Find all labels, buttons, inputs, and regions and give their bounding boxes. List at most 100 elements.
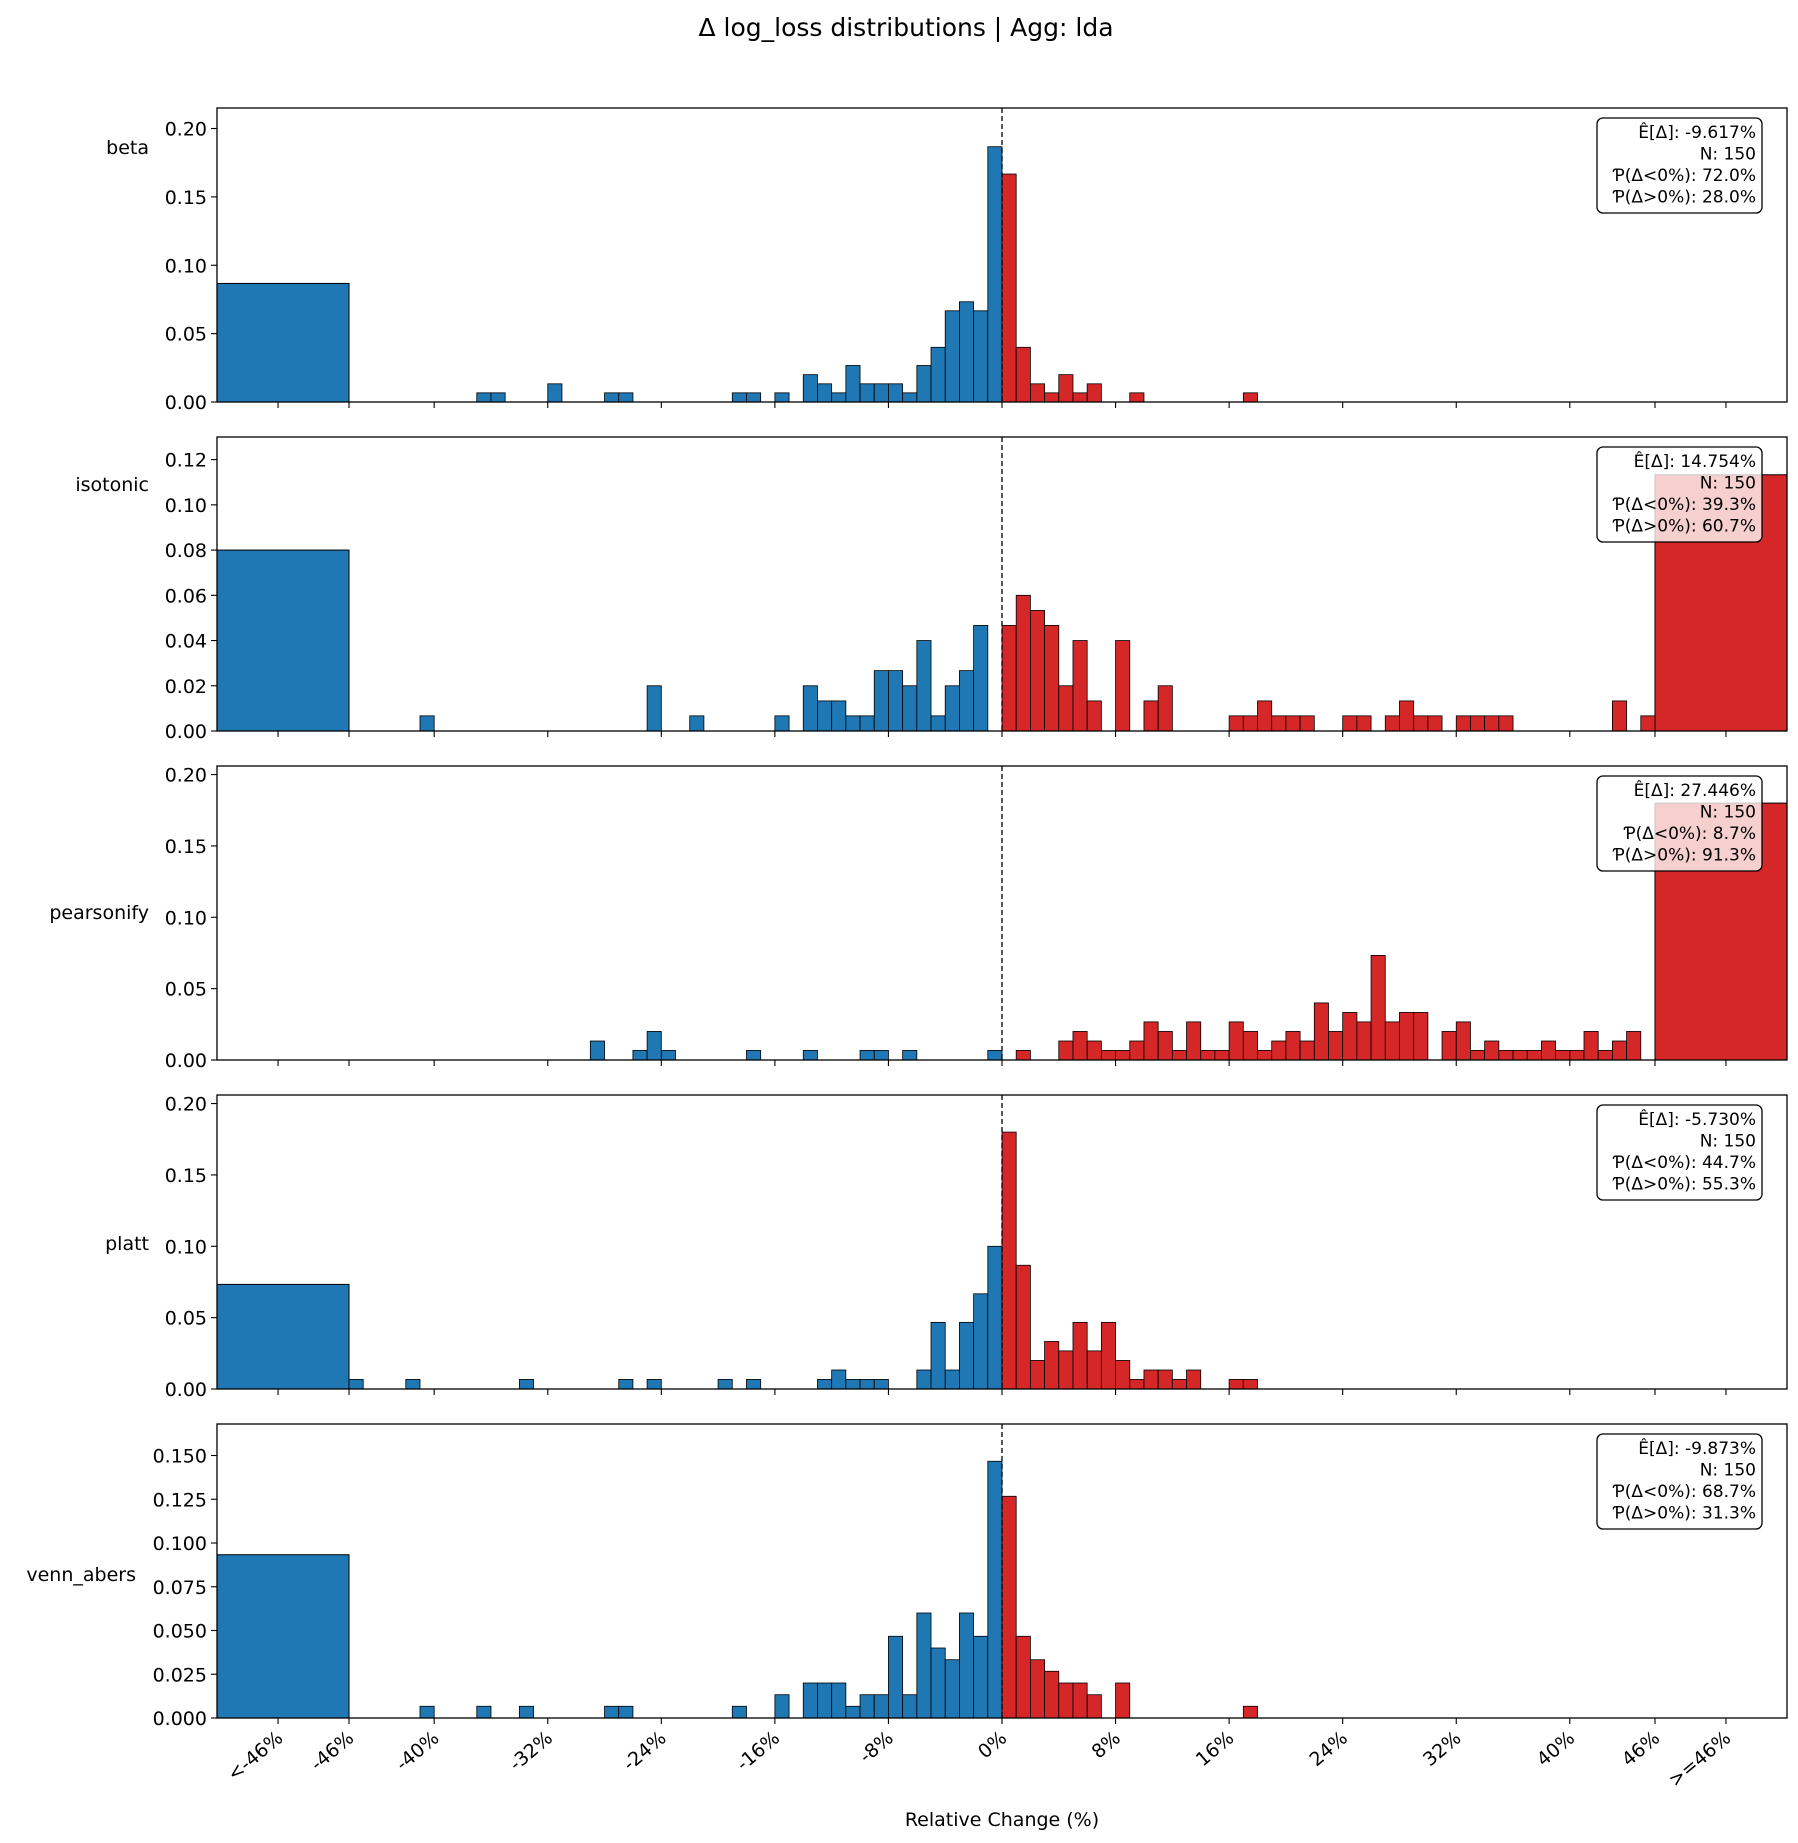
histogram-bar — [1342, 1012, 1358, 1061]
histogram-bar — [1143, 1021, 1159, 1061]
histogram-bar — [1086, 700, 1102, 732]
histogram-bar — [774, 715, 790, 732]
panel-label-isotonic: isotonic — [75, 474, 149, 496]
histogram-bar — [1029, 1659, 1045, 1719]
histogram-bar — [746, 392, 762, 403]
histogram-bar — [1242, 1705, 1258, 1719]
underflow-bar — [216, 282, 350, 403]
y-tick-label: 0.02 — [165, 676, 207, 698]
histogram-bar — [959, 301, 975, 403]
histogram-bar — [1072, 392, 1088, 403]
y-tick-label: 0.125 — [153, 1489, 207, 1511]
histogram-bar — [774, 392, 790, 403]
underflow-bar — [216, 1283, 350, 1390]
histogram-bar — [873, 670, 889, 732]
histogram-bar — [1143, 1369, 1159, 1390]
histogram-bar — [1058, 1040, 1074, 1061]
y-tick-label: 0.15 — [165, 836, 207, 858]
y-tick-label: 0.00 — [165, 1050, 207, 1072]
histogram-bar — [1640, 715, 1656, 732]
histogram-bar — [1115, 640, 1131, 732]
histogram-bar — [831, 700, 847, 732]
stats-line: Ƥ(Δ>0%): 60.7% — [1613, 517, 1756, 537]
histogram-bar — [1001, 624, 1017, 732]
histogram-bar — [1115, 1050, 1131, 1061]
histogram-bar — [1129, 1040, 1145, 1061]
histogram-bar — [930, 1647, 946, 1719]
histogram-bar — [1356, 715, 1372, 732]
y-tick-label: 0.08 — [165, 540, 207, 562]
histogram-bar — [902, 1050, 918, 1061]
histogram-bar — [1228, 1021, 1244, 1061]
histogram-bar — [632, 1050, 648, 1061]
histogram-bar — [1257, 700, 1273, 732]
histogram-bar — [1029, 610, 1045, 732]
histogram-bar — [1611, 700, 1627, 732]
histogram-bar — [873, 1050, 889, 1061]
histogram-bar — [1186, 1021, 1202, 1061]
y-tick-label: 0.10 — [165, 1236, 207, 1258]
histogram-bar — [859, 1694, 875, 1719]
stats-line: Ƥ(Δ>0%): 55.3% — [1613, 1175, 1756, 1195]
histogram-bar — [859, 715, 875, 732]
histogram-bar — [1484, 715, 1500, 732]
histogram-bar — [987, 1050, 1003, 1061]
stats-line: Ƥ(Δ<0%): 72.0% — [1613, 166, 1756, 186]
y-tick-label: 0.00 — [165, 1379, 207, 1401]
histogram-bar — [973, 310, 989, 403]
histogram-bar — [944, 685, 960, 732]
histogram-bar — [1171, 1050, 1187, 1061]
histogram-bar — [547, 383, 563, 403]
histogram-bar — [731, 392, 747, 403]
histogram-bar — [518, 1705, 534, 1719]
histogram-bar — [1242, 1031, 1258, 1061]
histogram-bar — [1100, 1050, 1116, 1061]
y-tick-label: 0.00 — [165, 392, 207, 414]
histogram-bar — [1512, 1050, 1528, 1061]
histogram-bar — [1399, 700, 1415, 732]
histogram-bar — [1498, 1050, 1514, 1061]
histogram-bar — [1015, 1050, 1031, 1061]
underflow-bar — [216, 1554, 350, 1719]
histogram-bar — [1044, 1670, 1060, 1719]
y-tick-label: 0.05 — [165, 324, 207, 346]
histogram-bar — [802, 685, 818, 732]
histogram-bar — [1455, 715, 1471, 732]
histogram-bar — [618, 1705, 634, 1719]
histogram-bar — [1001, 1495, 1017, 1719]
histogram-bar — [646, 1031, 662, 1061]
histogram-bar — [1143, 700, 1159, 732]
histogram-bar — [1569, 1050, 1585, 1061]
histogram-bar — [1115, 1682, 1131, 1719]
histogram-bar — [1015, 594, 1031, 732]
histogram-bar — [916, 640, 932, 732]
histogram-bar — [1470, 715, 1486, 732]
histogram-bar — [689, 715, 705, 732]
histogram-bar — [618, 1379, 634, 1390]
histogram-bar — [1001, 1131, 1017, 1390]
histogram-bar — [802, 374, 818, 403]
histogram-bar — [1086, 1350, 1102, 1390]
histogram-bar — [746, 1050, 762, 1061]
panel-label-pearsonify: pearsonify — [49, 902, 149, 924]
histogram-bar — [1242, 392, 1258, 403]
histogram-bar — [1597, 1050, 1613, 1061]
histogram-bar — [731, 1705, 747, 1719]
panel-label-beta: beta — [106, 137, 149, 159]
histogram-bar — [1086, 1694, 1102, 1719]
histogram-bar — [873, 1379, 889, 1390]
histogram-bar — [1044, 392, 1060, 403]
histogram-bar — [944, 1659, 960, 1719]
underflow-bar — [216, 549, 350, 732]
histogram-bar — [817, 383, 833, 403]
histogram-bar — [1058, 1350, 1074, 1390]
y-tick-label: 0.150 — [153, 1446, 207, 1468]
stats-line: Ƥ(Δ<0%): 39.3% — [1613, 495, 1756, 515]
y-tick-label: 0.04 — [165, 631, 207, 653]
y-tick-label: 0.10 — [165, 255, 207, 277]
histogram-bar — [916, 1612, 932, 1719]
histogram-bar — [987, 1460, 1003, 1719]
histogram-bar — [717, 1379, 733, 1390]
x-axis-label: Relative Change (%) — [905, 1809, 1099, 1831]
